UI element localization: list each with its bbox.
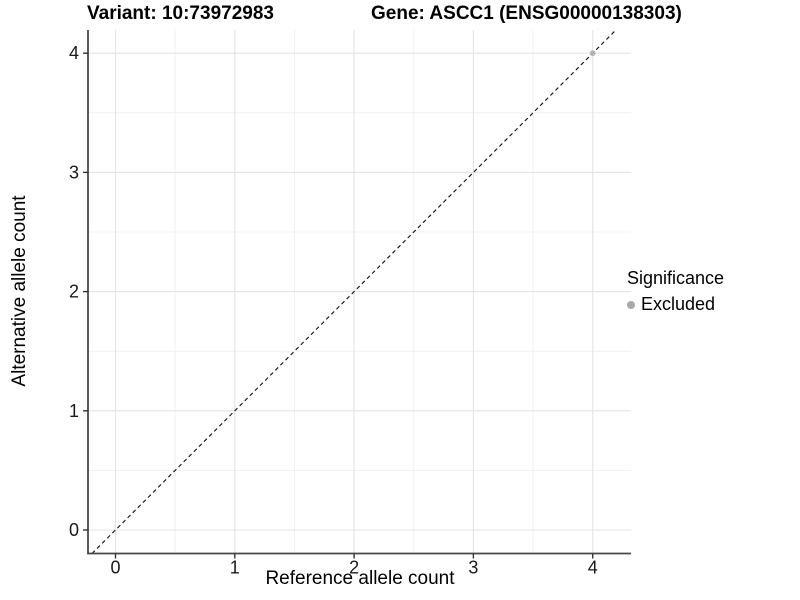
legend: Significance Excluded (627, 268, 724, 315)
y-axis-title: Alternative allele count (9, 195, 30, 387)
data-point-excluded (589, 50, 596, 57)
legend-item-label: Excluded (641, 294, 716, 314)
plot-title-gene: Gene: ASCC1 (ENSG00000138303) (371, 3, 682, 24)
y-tick-label: 3 (69, 162, 79, 182)
x-tick-label: 4 (588, 558, 598, 578)
legend-key-dot-icon (627, 300, 635, 309)
plot-title-variant: Variant: 10:73972983 (87, 3, 274, 24)
x-tick-label: 1 (230, 558, 240, 578)
x-tick-label: 3 (468, 558, 478, 578)
identity-line (91, 29, 617, 554)
legend-title: Significance (627, 268, 725, 288)
x-tick-label: 0 (110, 558, 120, 578)
x-axis-title: Reference allele count (265, 568, 455, 589)
y-tick-label: 0 (69, 520, 79, 540)
y-tick-label: 4 (69, 43, 79, 63)
y-tick-label: 2 (69, 282, 79, 302)
legend-item-excluded: Excluded (627, 294, 724, 315)
y-tick-label: 1 (69, 401, 79, 421)
x-tick-label: 2 (349, 558, 359, 578)
